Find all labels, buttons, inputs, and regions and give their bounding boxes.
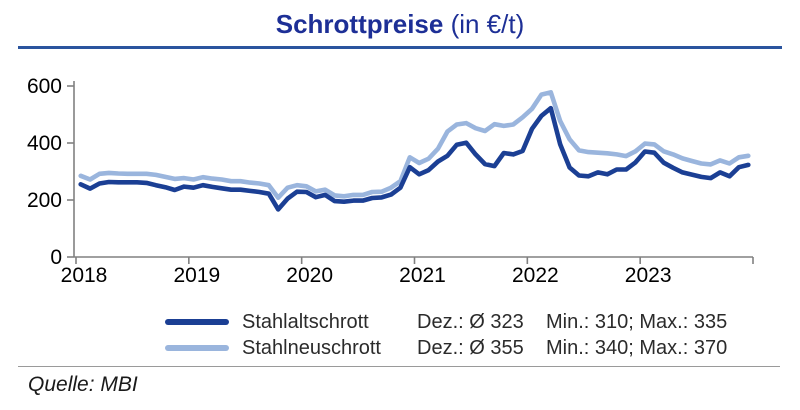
legend-label-stahlneuschrott: Stahlneuschrott [242,337,381,359]
stat-minmax-stahlneuschrott: Min.: 340; Max.: 370 [546,337,728,359]
page-title-main: Schrottpreise [275,9,444,39]
x-tick-label-2021: 2021 [399,264,446,287]
x-tick-label-2020: 2020 [286,264,333,287]
y-tick-label-600: 600 [27,75,62,98]
series-line-stahlaltschrott [78,105,751,212]
page-title: Schrottpreise (in €/t) [0,9,800,40]
bottom-divider [18,366,780,367]
stat-minmax-stahlaltschrott: Min.: 310; Max.: 335 [546,311,728,333]
source-note: Quelle: MBI [28,373,138,396]
stat-dez-stahlneuschrott: Dez.: Ø 355 [417,337,524,359]
x-tick-label-2022: 2022 [512,264,559,287]
page-title-unit: (in €/t) [443,9,525,39]
series-line-stahlneuschrott [78,89,751,200]
title-underline [18,46,782,49]
x-tick-label-2023: 2023 [625,264,672,287]
y-tick-label-0: 0 [50,246,62,269]
legend-row-stahlaltschrott: Stahlaltschrott Dez.: Ø 323 Min.: 310; M… [0,311,800,335]
price-chart-svg: 0 200 400 600 2018 2019 2020 2021 2022 2023 [27,75,754,287]
x-tick-label-2019: 2019 [173,264,220,287]
legend-swatch-stahlneuschrott [165,345,229,351]
x-tick-label-2018: 2018 [61,264,108,287]
legend-swatch-stahlaltschrott [165,319,229,325]
stat-dez-stahlaltschrott: Dez.: Ø 323 [417,311,524,333]
legend-label-stahlaltschrott: Stahlaltschrott [242,311,369,333]
y-tick-label-200: 200 [27,189,62,212]
price-chart: 0 200 400 600 2018 2019 2020 2021 2022 2023 [0,55,800,300]
legend-row-stahlneuschrott: Stahlneuschrott Dez.: Ø 355 Min.: 340; M… [0,337,800,361]
y-tick-label-400: 400 [27,132,62,155]
